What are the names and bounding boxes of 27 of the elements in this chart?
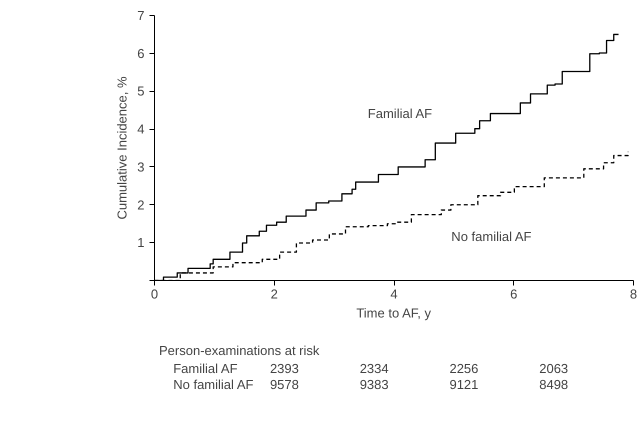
y-tick-label: 4: [137, 122, 145, 137]
text: 9383: [360, 377, 389, 392]
text: 2063: [539, 361, 568, 376]
x-tick-label: 4: [390, 286, 398, 302]
text: 2393: [270, 361, 299, 376]
x-tick-label: 2: [270, 286, 278, 302]
y-tick-label: 2: [137, 197, 145, 212]
y-tick-label: 6: [137, 46, 145, 61]
y-tick-label: 1: [137, 235, 145, 250]
x-tick-label: 6: [510, 286, 518, 302]
y-tick-label: 7: [137, 8, 145, 23]
text: 9121: [449, 377, 478, 392]
text: 2256: [449, 361, 478, 376]
y-axis-title: Cumulative Incidence, %: [114, 76, 130, 220]
text: No familial AF: [173, 377, 254, 392]
series-label: Familial AF: [368, 106, 432, 122]
text: 9578: [270, 377, 299, 392]
text: Familial AF: [173, 361, 238, 376]
y-tick-label: 3: [137, 159, 145, 174]
text: 8498: [539, 377, 568, 392]
x-tick-label: 0: [150, 286, 158, 302]
x-tick-label: 8: [630, 286, 638, 302]
text: Person-examinations at risk: [159, 343, 320, 358]
x-axis-title: Time to AF, y: [356, 306, 432, 320]
text: 2334: [360, 361, 389, 376]
y-tick-label: 5: [137, 84, 145, 99]
series-label: No familial AF: [451, 229, 532, 244]
